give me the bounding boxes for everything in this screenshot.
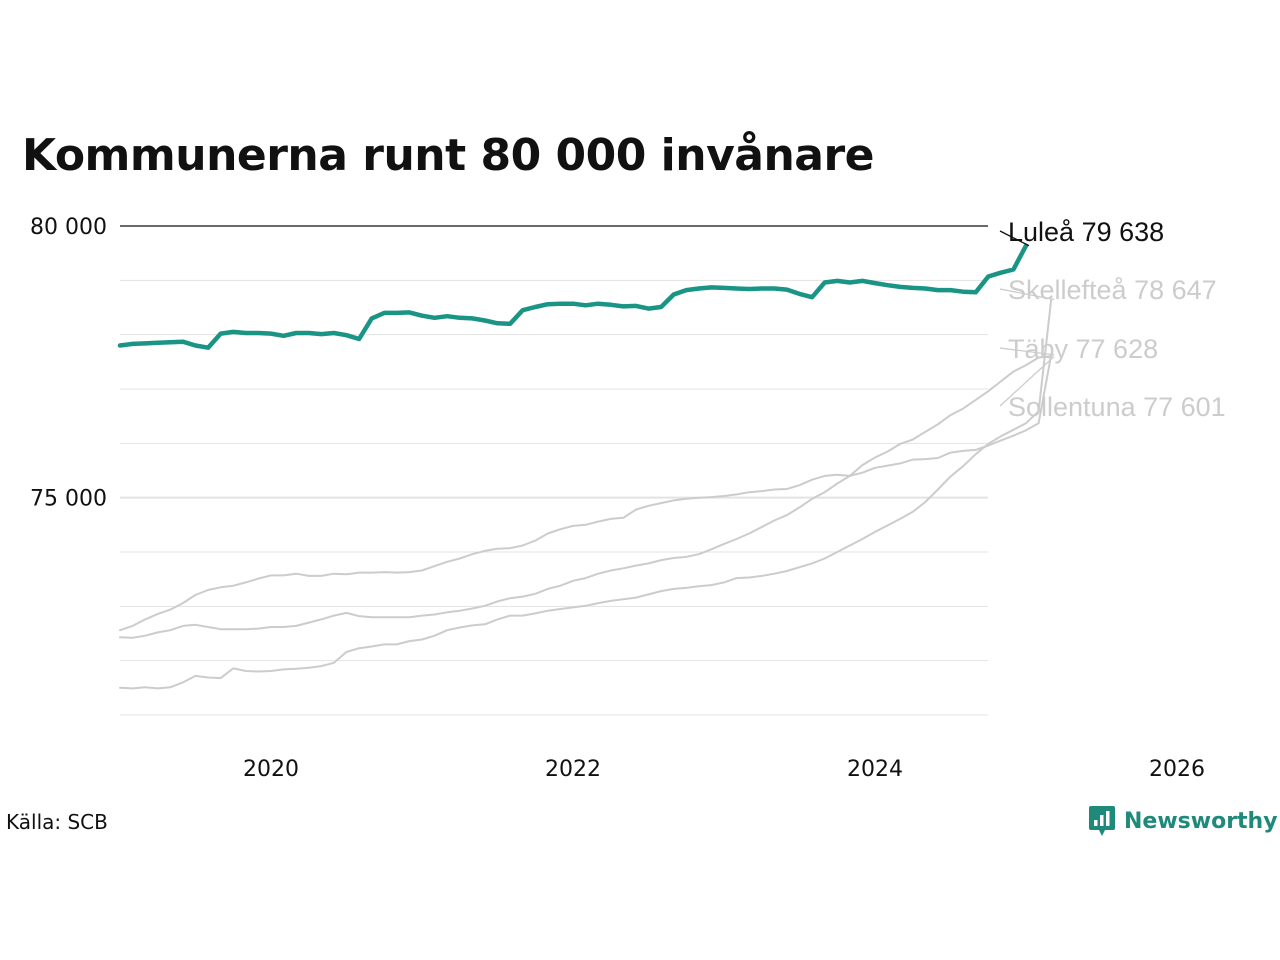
x-tick-label: 2024: [847, 757, 903, 782]
x-axis: 2020 2022 2024 2026: [243, 757, 1205, 782]
x-tick-label: 2020: [243, 757, 299, 782]
series-end-label: Luleå 79 638: [1008, 217, 1164, 247]
leader-line: [999, 347, 1055, 356]
series-end-label: Sollentuna 77 601: [1008, 392, 1226, 422]
series-end-label: Skellefteå 78 647: [1008, 275, 1217, 305]
y-tick-label: 80 000: [30, 215, 107, 240]
series-line-täby: [119, 353, 1053, 632]
end-labels: Luleå 79 638 Skellefteå 78 647 Täby 77 628…: [999, 217, 1226, 422]
leader-line: [999, 288, 1055, 301]
y-axis: 75 000 80 000: [30, 215, 107, 512]
series-line-luleå: [117, 243, 1029, 350]
series-line-sollentuna: [119, 355, 1053, 639]
y-tick-label: 75 000: [30, 487, 107, 512]
brand-logo: Newsworthy: [1088, 804, 1278, 838]
chart-title: Kommunerna runt 80 000 invånare: [22, 130, 875, 181]
x-tick-label: 2022: [545, 757, 601, 782]
source-note: Källa: SCB: [6, 810, 108, 834]
gridlines: [120, 225, 988, 716]
series-lines: [117, 243, 1053, 690]
series-end-label: Täby 77 628: [1008, 334, 1158, 364]
brand-name: Newsworthy: [1124, 808, 1278, 834]
newsworthy-logo-icon: [1089, 806, 1115, 836]
leader-line: [999, 355, 1055, 407]
x-tick-label: 2026: [1149, 757, 1205, 782]
series-line-skellefteå: [119, 298, 1053, 690]
leader-line: [999, 230, 1030, 247]
